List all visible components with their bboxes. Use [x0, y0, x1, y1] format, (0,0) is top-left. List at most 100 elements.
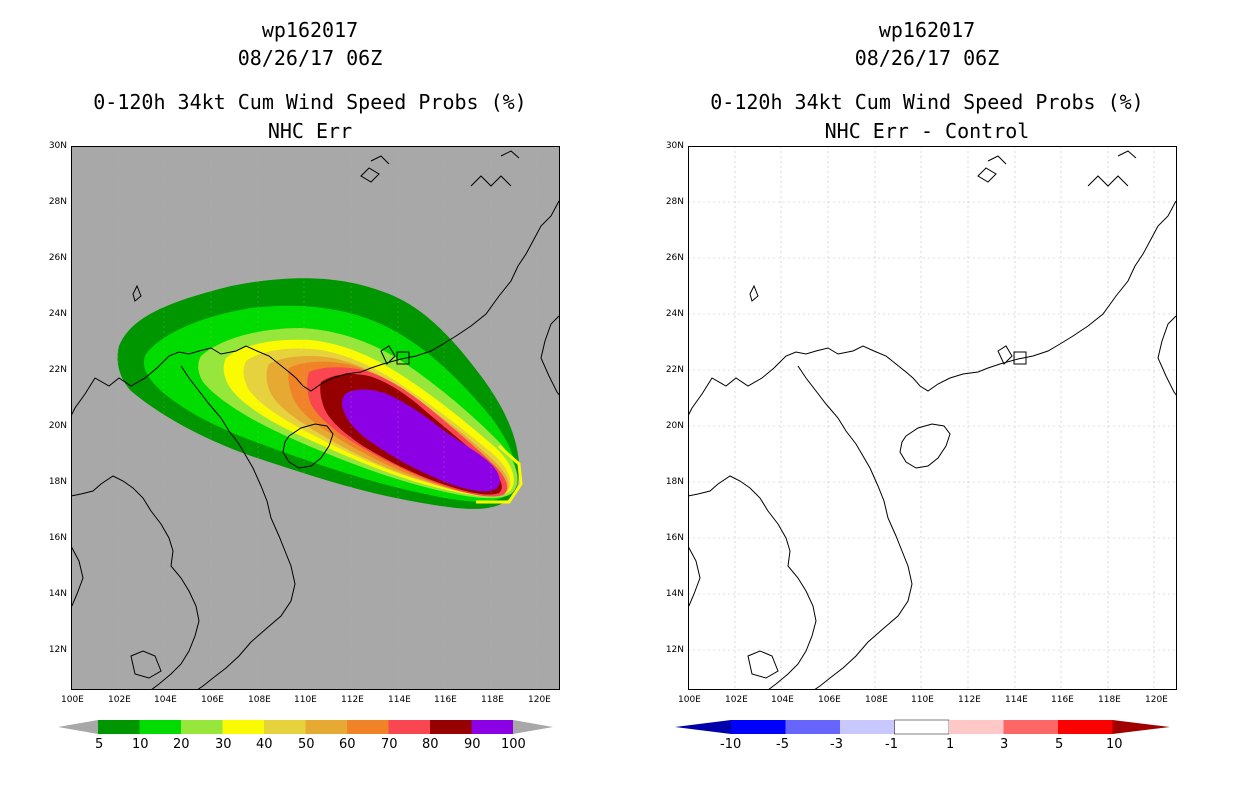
right-title-model: NHC Err - Control — [824, 119, 1030, 143]
colorbar-swatch — [139, 720, 181, 734]
colorbar-label: 5 — [1055, 737, 1064, 752]
x-tick: 118E — [481, 695, 504, 705]
contour-tip-rim — [476, 444, 523, 504]
colorbar-over-triangle — [513, 720, 553, 734]
x-tick: 118E — [1098, 695, 1121, 705]
x-tick: 120E — [1145, 695, 1168, 705]
right-gridlines — [688, 146, 1177, 690]
colorbar-over-triangle — [1112, 720, 1170, 734]
y-tick: 22N — [48, 365, 67, 375]
y-tick: 28N — [48, 197, 67, 207]
colorbar-label: -3 — [830, 737, 843, 752]
y-tick: 20N — [48, 421, 67, 431]
y-tick: 14N — [665, 589, 684, 599]
left-coastlines — [71, 150, 560, 690]
colorbar-label: 90 — [464, 737, 481, 752]
y-tick: 16N — [665, 533, 684, 543]
colorbar-swatch — [181, 720, 223, 734]
left-title-model: NHC Err — [267, 119, 353, 143]
right-coastlines — [688, 150, 1177, 690]
colorbar-swatch — [347, 720, 389, 734]
colorbar-label: 20 — [173, 737, 190, 752]
y-tick: 30N — [48, 141, 67, 151]
left-colorbar — [58, 718, 554, 740]
y-tick: 12N — [665, 645, 684, 655]
x-tick: 120E — [528, 695, 551, 705]
x-tick: 100E — [678, 695, 701, 705]
left-probability-map — [71, 146, 560, 690]
right-title-storm: wp162017 — [878, 18, 976, 42]
colorbar-swatch — [222, 720, 264, 734]
colorbar-label: 10 — [132, 737, 149, 752]
x-tick: 112E — [958, 695, 981, 705]
colorbar-label: -10 — [720, 737, 742, 752]
colorbar-label: 70 — [381, 737, 398, 752]
colorbar-label: 100 — [501, 737, 526, 752]
y-tick: 18N — [48, 477, 67, 487]
probability-swath — [117, 278, 520, 509]
left-title-storm: wp162017 — [261, 18, 359, 42]
x-tick: 102E — [725, 695, 748, 705]
right-title-date: 08/26/17 06Z — [854, 46, 1000, 70]
colorbar-label: 10 — [1106, 737, 1123, 752]
colorbar-swatch — [430, 720, 472, 734]
y-tick: 24N — [665, 309, 684, 319]
y-tick: 26N — [48, 253, 67, 263]
y-tick: 16N — [48, 533, 67, 543]
colorbar-swatch — [388, 720, 430, 734]
colorbar-swatch — [305, 720, 347, 734]
x-tick: 106E — [818, 695, 841, 705]
x-tick: 110E — [294, 695, 317, 705]
colorbar-label: 50 — [298, 737, 315, 752]
colorbar-swatch — [98, 720, 140, 734]
y-tick: 12N — [48, 645, 67, 655]
y-tick: 28N — [665, 197, 684, 207]
x-tick: 116E — [434, 695, 457, 705]
x-tick: 114E — [1005, 695, 1028, 705]
colorbar-label: -5 — [776, 737, 789, 752]
colorbar-swatch — [731, 720, 786, 734]
x-tick: 104E — [154, 695, 177, 705]
colorbar-swatch — [894, 719, 950, 735]
x-tick: 100E — [61, 695, 84, 705]
left-title-product: 0-120h 34kt Cum Wind Speed Probs (%) — [93, 90, 527, 114]
colorbar-under-triangle — [58, 720, 98, 734]
right-map-background — [688, 146, 1177, 690]
colorbar-swatch — [840, 720, 895, 734]
colorbar-label: 5 — [95, 737, 104, 752]
colorbar-swatch — [264, 720, 306, 734]
right-colorbar — [675, 718, 1171, 740]
y-tick: 18N — [665, 477, 684, 487]
x-tick: 108E — [865, 695, 888, 705]
x-tick: 112E — [341, 695, 364, 705]
y-tick: 30N — [665, 141, 684, 151]
colorbar-label: 3 — [1000, 737, 1009, 752]
y-tick: 24N — [48, 309, 67, 319]
colorbar-swatch — [1058, 720, 1113, 734]
left-title-date: 08/26/17 06Z — [237, 46, 383, 70]
y-tick: 14N — [48, 589, 67, 599]
colorbar-swatch — [1003, 720, 1058, 734]
colorbar-label: -1 — [885, 737, 898, 752]
colorbar-label: 30 — [215, 737, 232, 752]
x-tick: 106E — [201, 695, 224, 705]
colorbar-label: 1 — [946, 737, 955, 752]
colorbar-swatch — [785, 720, 840, 734]
x-tick: 110E — [911, 695, 934, 705]
x-tick: 108E — [248, 695, 271, 705]
colorbar-label: 60 — [339, 737, 356, 752]
y-tick: 26N — [665, 253, 684, 263]
x-tick: 114E — [388, 695, 411, 705]
colorbar-swatch — [949, 720, 1004, 734]
right-difference-map — [688, 146, 1177, 690]
colorbar-swatch — [471, 720, 513, 734]
x-tick: 104E — [771, 695, 794, 705]
colorbar-label: 40 — [256, 737, 273, 752]
x-tick: 116E — [1051, 695, 1074, 705]
colorbar-under-triangle — [675, 720, 731, 734]
right-title-product: 0-120h 34kt Cum Wind Speed Probs (%) — [710, 90, 1144, 114]
colorbar-label: 80 — [422, 737, 439, 752]
y-tick: 22N — [665, 365, 684, 375]
contour-90 — [342, 389, 500, 492]
x-tick: 102E — [108, 695, 131, 705]
